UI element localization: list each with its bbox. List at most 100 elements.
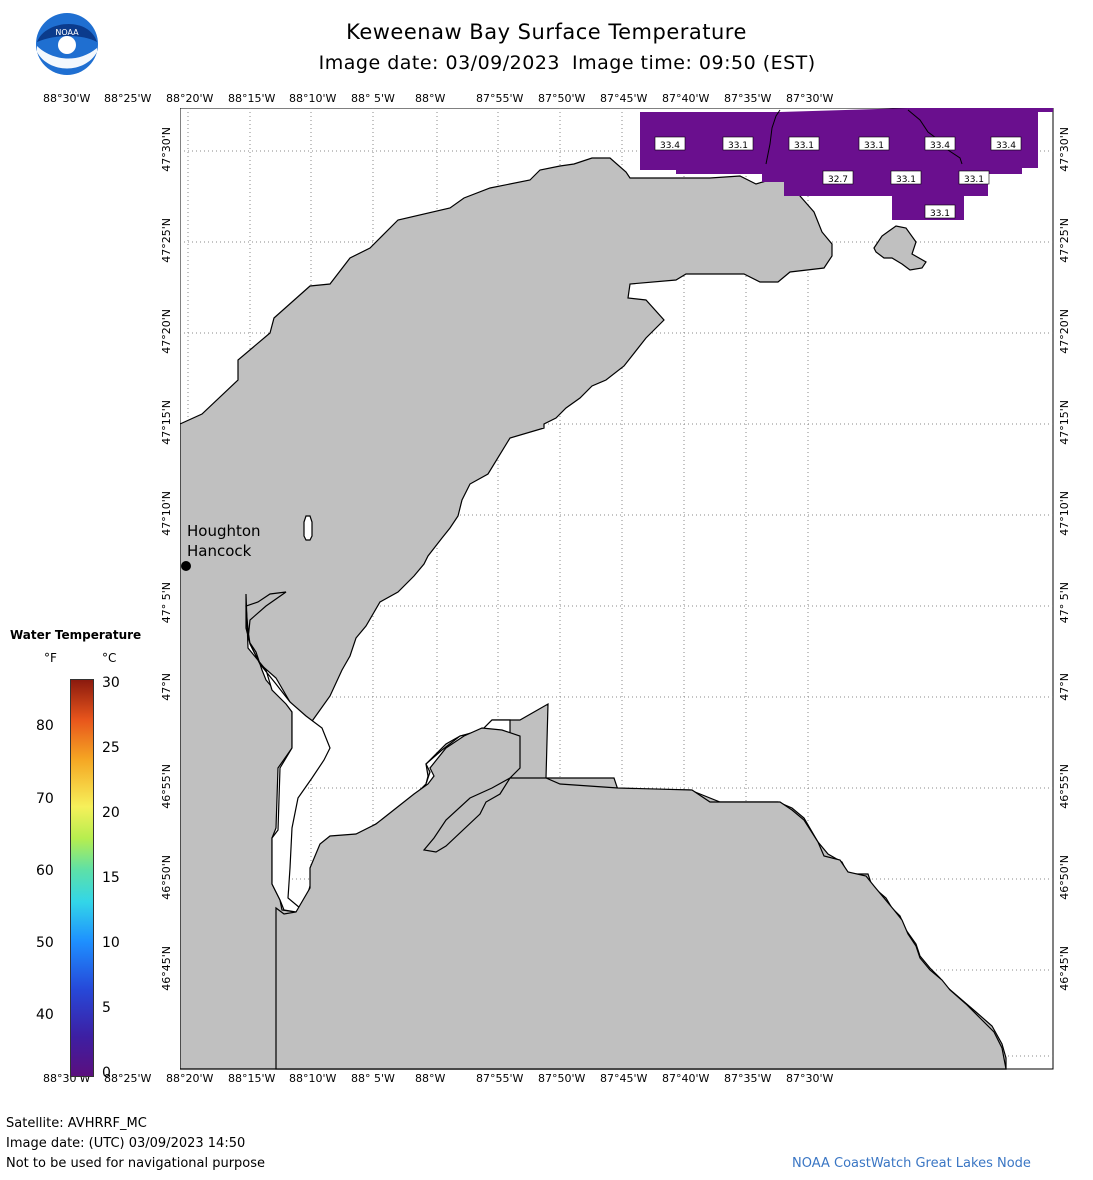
lat-label: 46°50'N xyxy=(1058,855,1071,900)
temp-label: 33.1 xyxy=(930,209,950,219)
legend-c-tick: 20 xyxy=(102,805,120,821)
temp-label: 33.4 xyxy=(996,141,1016,151)
lon-label: 87°30'W xyxy=(786,92,834,105)
city-label-houghton: Houghton xyxy=(187,522,261,540)
temp-label: 33.1 xyxy=(964,175,984,185)
image-time: Image time: 09:50 (EST) xyxy=(572,52,816,74)
island-small xyxy=(303,515,313,541)
lon-label: 88°15'W xyxy=(228,1072,276,1085)
lon-label: 87°35'W xyxy=(724,92,772,105)
lat-label: 47°N xyxy=(1058,673,1071,701)
temp-label: 33.1 xyxy=(864,141,884,151)
lon-label: 87°45'W xyxy=(600,92,648,105)
temp-label-box xyxy=(858,136,890,151)
lon-label: 88°W xyxy=(415,1072,446,1085)
legend-f-tick: 60 xyxy=(36,862,54,879)
temp-label-box xyxy=(654,136,686,151)
lat-label: 47°25'N xyxy=(160,218,173,263)
lon-label: 87°55'W xyxy=(476,92,524,105)
legend-c-tick: 0 xyxy=(102,1065,111,1081)
legend-title: Water Temperature xyxy=(10,628,142,642)
legend-unit-f: °F xyxy=(44,651,57,665)
temperature-labels: 33.4 33.1 33.1 33.1 33.4 33.4 32.7 33.1 33.1 33.1 xyxy=(654,136,1022,219)
lon-label: 88° 5'W xyxy=(351,1072,395,1085)
footer-satellite: Satellite: AVHRRF_MC xyxy=(6,1116,147,1131)
lat-labels-left: 47°30'N 47°25'N 47°20'N 47°15'N 47°10'N 47° 5… xyxy=(160,0,178,1180)
lat-label: 47°15'N xyxy=(160,400,173,445)
temp-label: 33.1 xyxy=(896,175,916,185)
map-title: Keweenaw Bay Surface Temperature xyxy=(346,20,747,44)
lat-label: 47°20'N xyxy=(160,309,173,354)
lat-label: 47°10'N xyxy=(1058,491,1071,536)
lat-label: 47°20'N xyxy=(1058,309,1071,354)
lon-label: 87°55'W xyxy=(476,1072,524,1085)
legend-c-tick: 25 xyxy=(102,740,120,756)
temp-label-box xyxy=(890,170,922,185)
legend-c-ticks: 30 25 20 15 10 5 0 xyxy=(98,670,130,1090)
lat-label: 47°15'N xyxy=(1058,400,1071,445)
temp-label-box xyxy=(924,136,956,151)
temp-label-box xyxy=(788,136,820,151)
lon-label: 88°15'W xyxy=(228,92,276,105)
temp-label-box xyxy=(958,170,990,185)
legend-unit-c: °C xyxy=(102,651,117,665)
footer-credit: NOAA CoastWatch Great Lakes Node xyxy=(792,1156,1031,1171)
island-manitou xyxy=(873,225,927,271)
footer-utc-date: Image date: (UTC) 03/09/2023 14:50 xyxy=(6,1136,246,1151)
legend-f-tick: 80 xyxy=(36,718,54,735)
lat-label: 47°30'N xyxy=(160,127,173,172)
temp-label: 33.1 xyxy=(728,141,748,151)
lat-label: 47°N xyxy=(160,673,173,701)
lat-label: 46°50'N xyxy=(160,855,173,900)
legend-c-tick: 15 xyxy=(102,870,120,886)
lat-label: 46°45'N xyxy=(160,946,173,991)
legend-c-tick: 10 xyxy=(102,935,120,951)
lon-label: 87°45'W xyxy=(600,1072,648,1085)
lon-label: 88°W xyxy=(415,92,446,105)
lat-label: 47°30'N xyxy=(1058,127,1071,172)
lon-label: 88°30'W xyxy=(43,92,91,105)
lon-label: 88°20'W xyxy=(166,92,214,105)
legend-f-tick: 40 xyxy=(36,1007,54,1024)
temp-label-box xyxy=(990,136,1022,151)
footer-disclaimer: Not to be used for navigational purpose xyxy=(6,1156,266,1171)
lat-labels-right: 47°30'N 47°25'N 47°20'N 47°15'N 47°10'N 47° 5… xyxy=(1058,0,1076,1180)
temperature-coverage xyxy=(640,108,1053,220)
temp-label-box xyxy=(822,170,854,185)
map-frame: 33.4 33.1 33.1 33.1 33.4 33.4 32.7 33.1 33.1 33.1 xyxy=(180,108,1054,1070)
noaa-logo: NOAA xyxy=(36,13,98,75)
lat-label: 47° 5'N xyxy=(160,582,173,624)
city-marker xyxy=(181,561,191,571)
lon-label: 88°10'W xyxy=(289,92,337,105)
legend-c-tick: 30 xyxy=(102,675,120,691)
temp-label: 32.7 xyxy=(828,175,848,185)
legend-f-tick: 50 xyxy=(36,935,54,951)
lon-label: 88°20'W xyxy=(166,1072,214,1085)
lon-label: 88°10'W xyxy=(289,1072,337,1085)
logo-text: NOAA xyxy=(55,28,79,37)
legend-c-tick: 5 xyxy=(102,1000,111,1016)
lon-label: 87°50'W xyxy=(538,1072,586,1085)
lon-labels-bottom: 88°30'W 88°25'W 88°20'W 88°15'W 88°10'W 88° 5… xyxy=(0,1072,1093,1088)
lat-label: 46°55'N xyxy=(1058,764,1071,809)
lon-label: 88°25'W xyxy=(104,92,152,105)
temp-label-box xyxy=(924,204,956,219)
lat-label: 46°55'N xyxy=(160,764,173,809)
lat-label: 46°45'N xyxy=(1058,946,1071,991)
city-label-hancock: Hancock xyxy=(187,542,252,560)
land-south-shore xyxy=(275,727,1007,1070)
lat-label: 47°25'N xyxy=(1058,218,1071,263)
lon-label: 87°40'W xyxy=(662,92,710,105)
temp-label: 33.4 xyxy=(930,141,950,151)
lon-label: 87°35'W xyxy=(724,1072,772,1085)
legend-colorbar xyxy=(70,679,94,1077)
lon-label: 87°40'W xyxy=(662,1072,710,1085)
temp-label: 33.1 xyxy=(794,141,814,151)
lat-label: 47° 5'N xyxy=(1058,582,1071,624)
lat-label: 47°10'N xyxy=(160,491,173,536)
lon-label: 87°50'W xyxy=(538,92,586,105)
temp-label: 33.4 xyxy=(660,141,680,151)
image-date: Image date: 03/09/2023 xyxy=(318,52,560,74)
temp-label-box xyxy=(722,136,754,151)
legend-f-ticks: 80 70 60 50 40 xyxy=(30,670,62,1090)
